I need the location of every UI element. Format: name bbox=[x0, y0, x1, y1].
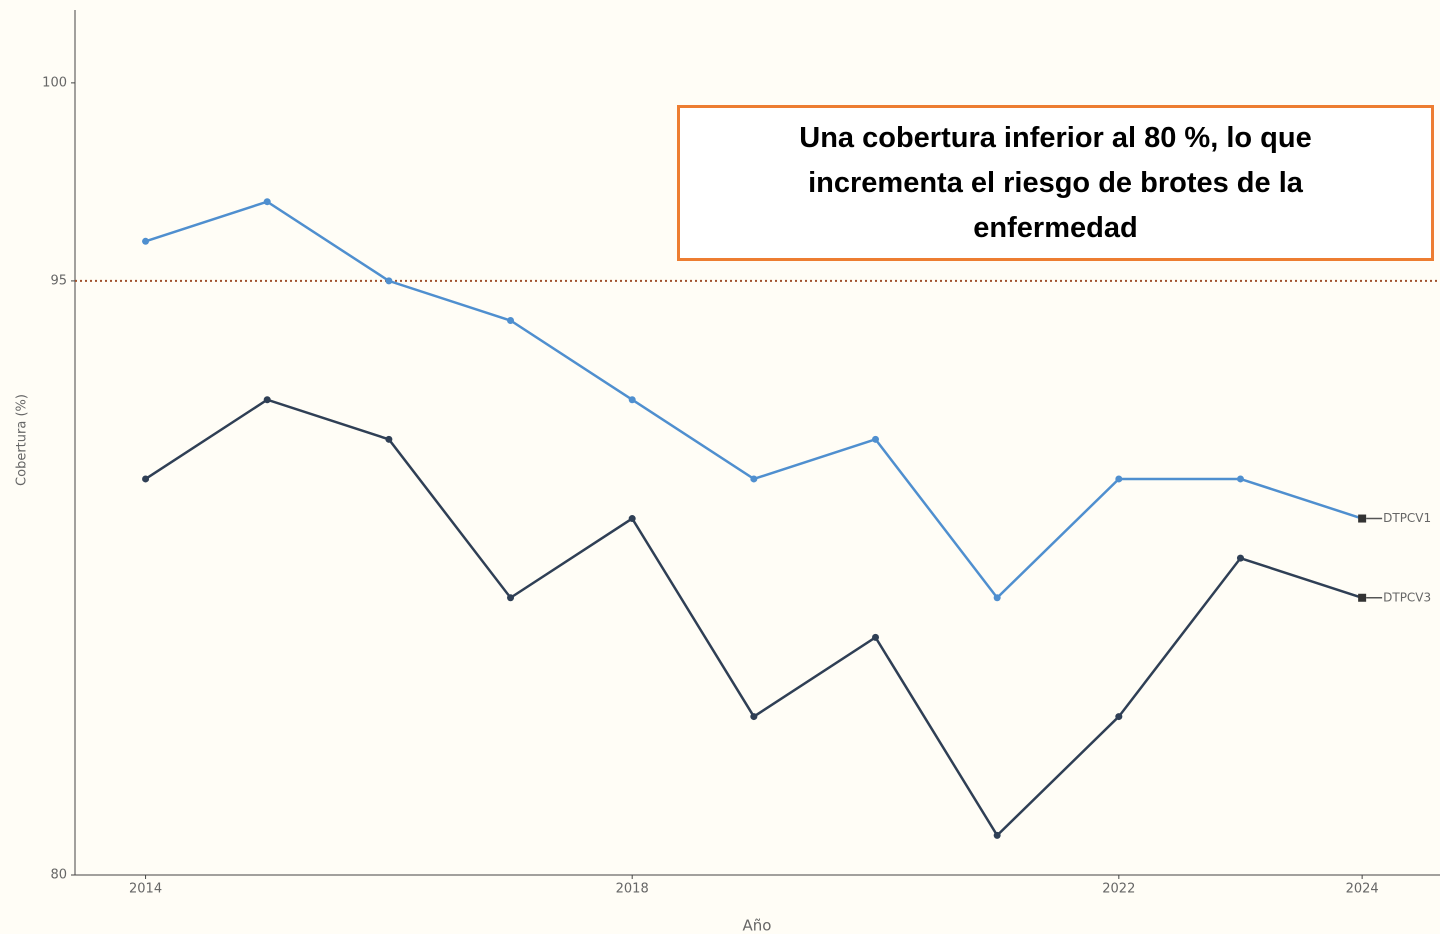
end-marker bbox=[1358, 514, 1367, 523]
x-tick-label: 2024 bbox=[1346, 882, 1379, 897]
y-tick-label: 80 bbox=[50, 868, 67, 883]
point bbox=[872, 633, 880, 641]
y-tick-label: 95 bbox=[50, 273, 67, 288]
point bbox=[1236, 475, 1244, 483]
point bbox=[628, 515, 636, 523]
point bbox=[750, 713, 758, 721]
point bbox=[628, 396, 636, 404]
point bbox=[142, 475, 150, 483]
point bbox=[263, 198, 271, 206]
series-line bbox=[145, 200, 1363, 600]
point bbox=[142, 237, 150, 245]
series-label: DTPCV3 bbox=[1383, 590, 1431, 604]
end-marker bbox=[1358, 593, 1367, 602]
point bbox=[263, 396, 271, 404]
point bbox=[385, 277, 393, 285]
point bbox=[750, 475, 758, 483]
annotation-text: Una cobertura inferior al 80 %, lo que i… bbox=[799, 121, 1312, 244]
point bbox=[507, 594, 515, 602]
series-label: DTPCV1 bbox=[1383, 511, 1431, 525]
point bbox=[507, 317, 515, 325]
point bbox=[385, 435, 393, 443]
x-tick-label: 2018 bbox=[616, 882, 649, 897]
y-axis-label: Cobertura (%) bbox=[15, 394, 30, 486]
series-line bbox=[144, 398, 1363, 838]
point bbox=[1236, 554, 1244, 562]
point bbox=[1115, 475, 1123, 483]
point bbox=[993, 594, 1001, 602]
point bbox=[872, 435, 880, 443]
point bbox=[993, 831, 1001, 839]
x-axis-label: Año bbox=[743, 917, 772, 934]
x-tick-label: 2022 bbox=[1102, 882, 1135, 897]
annotation-box: Una cobertura inferior al 80 %, lo que i… bbox=[677, 105, 1434, 261]
point bbox=[1115, 713, 1123, 721]
x-tick-label: 2014 bbox=[129, 882, 162, 897]
y-tick-label: 100 bbox=[42, 75, 67, 90]
